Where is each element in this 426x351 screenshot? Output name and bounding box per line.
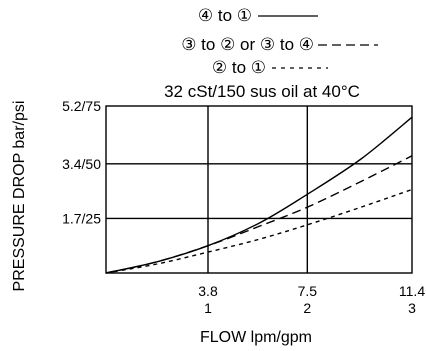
series-line-3 (105, 188, 413, 274)
x-tick-label-gpm: 2 (303, 300, 311, 316)
x-tick-label-gpm: 3 (408, 300, 416, 316)
legend-label-3: ② to ① (212, 58, 266, 77)
legend-label-2: ③ to ② or ③ to ④ (181, 35, 314, 54)
x-tick-label-lpm: 3.8 (198, 283, 218, 299)
x-tick-label-lpm: 11.4 (399, 283, 425, 299)
legend-label-1: ④ to ① (198, 6, 252, 25)
legend: ④ to ① ③ to ② or ③ to ④ ② to ① 32 cSt/15… (164, 6, 378, 101)
plot-frame (105, 105, 413, 274)
x-tick-label-gpm: 1 (204, 300, 212, 316)
y-tick-label: 1.7/25 (62, 210, 101, 226)
chart-note: 32 cSt/150 sus oil at 40°C (164, 82, 360, 101)
series-line-1 (105, 116, 413, 274)
x-tick-label-lpm: 7.5 (298, 283, 318, 299)
x-axis-label: FLOW lpm/gpm (200, 329, 312, 346)
series-line-2 (105, 155, 413, 274)
y-tick-label: 3.4/50 (62, 156, 101, 172)
y-axis-label: PRESSURE DROP bar/psi (11, 101, 28, 292)
y-tick-label: 5.2/75 (62, 98, 101, 114)
